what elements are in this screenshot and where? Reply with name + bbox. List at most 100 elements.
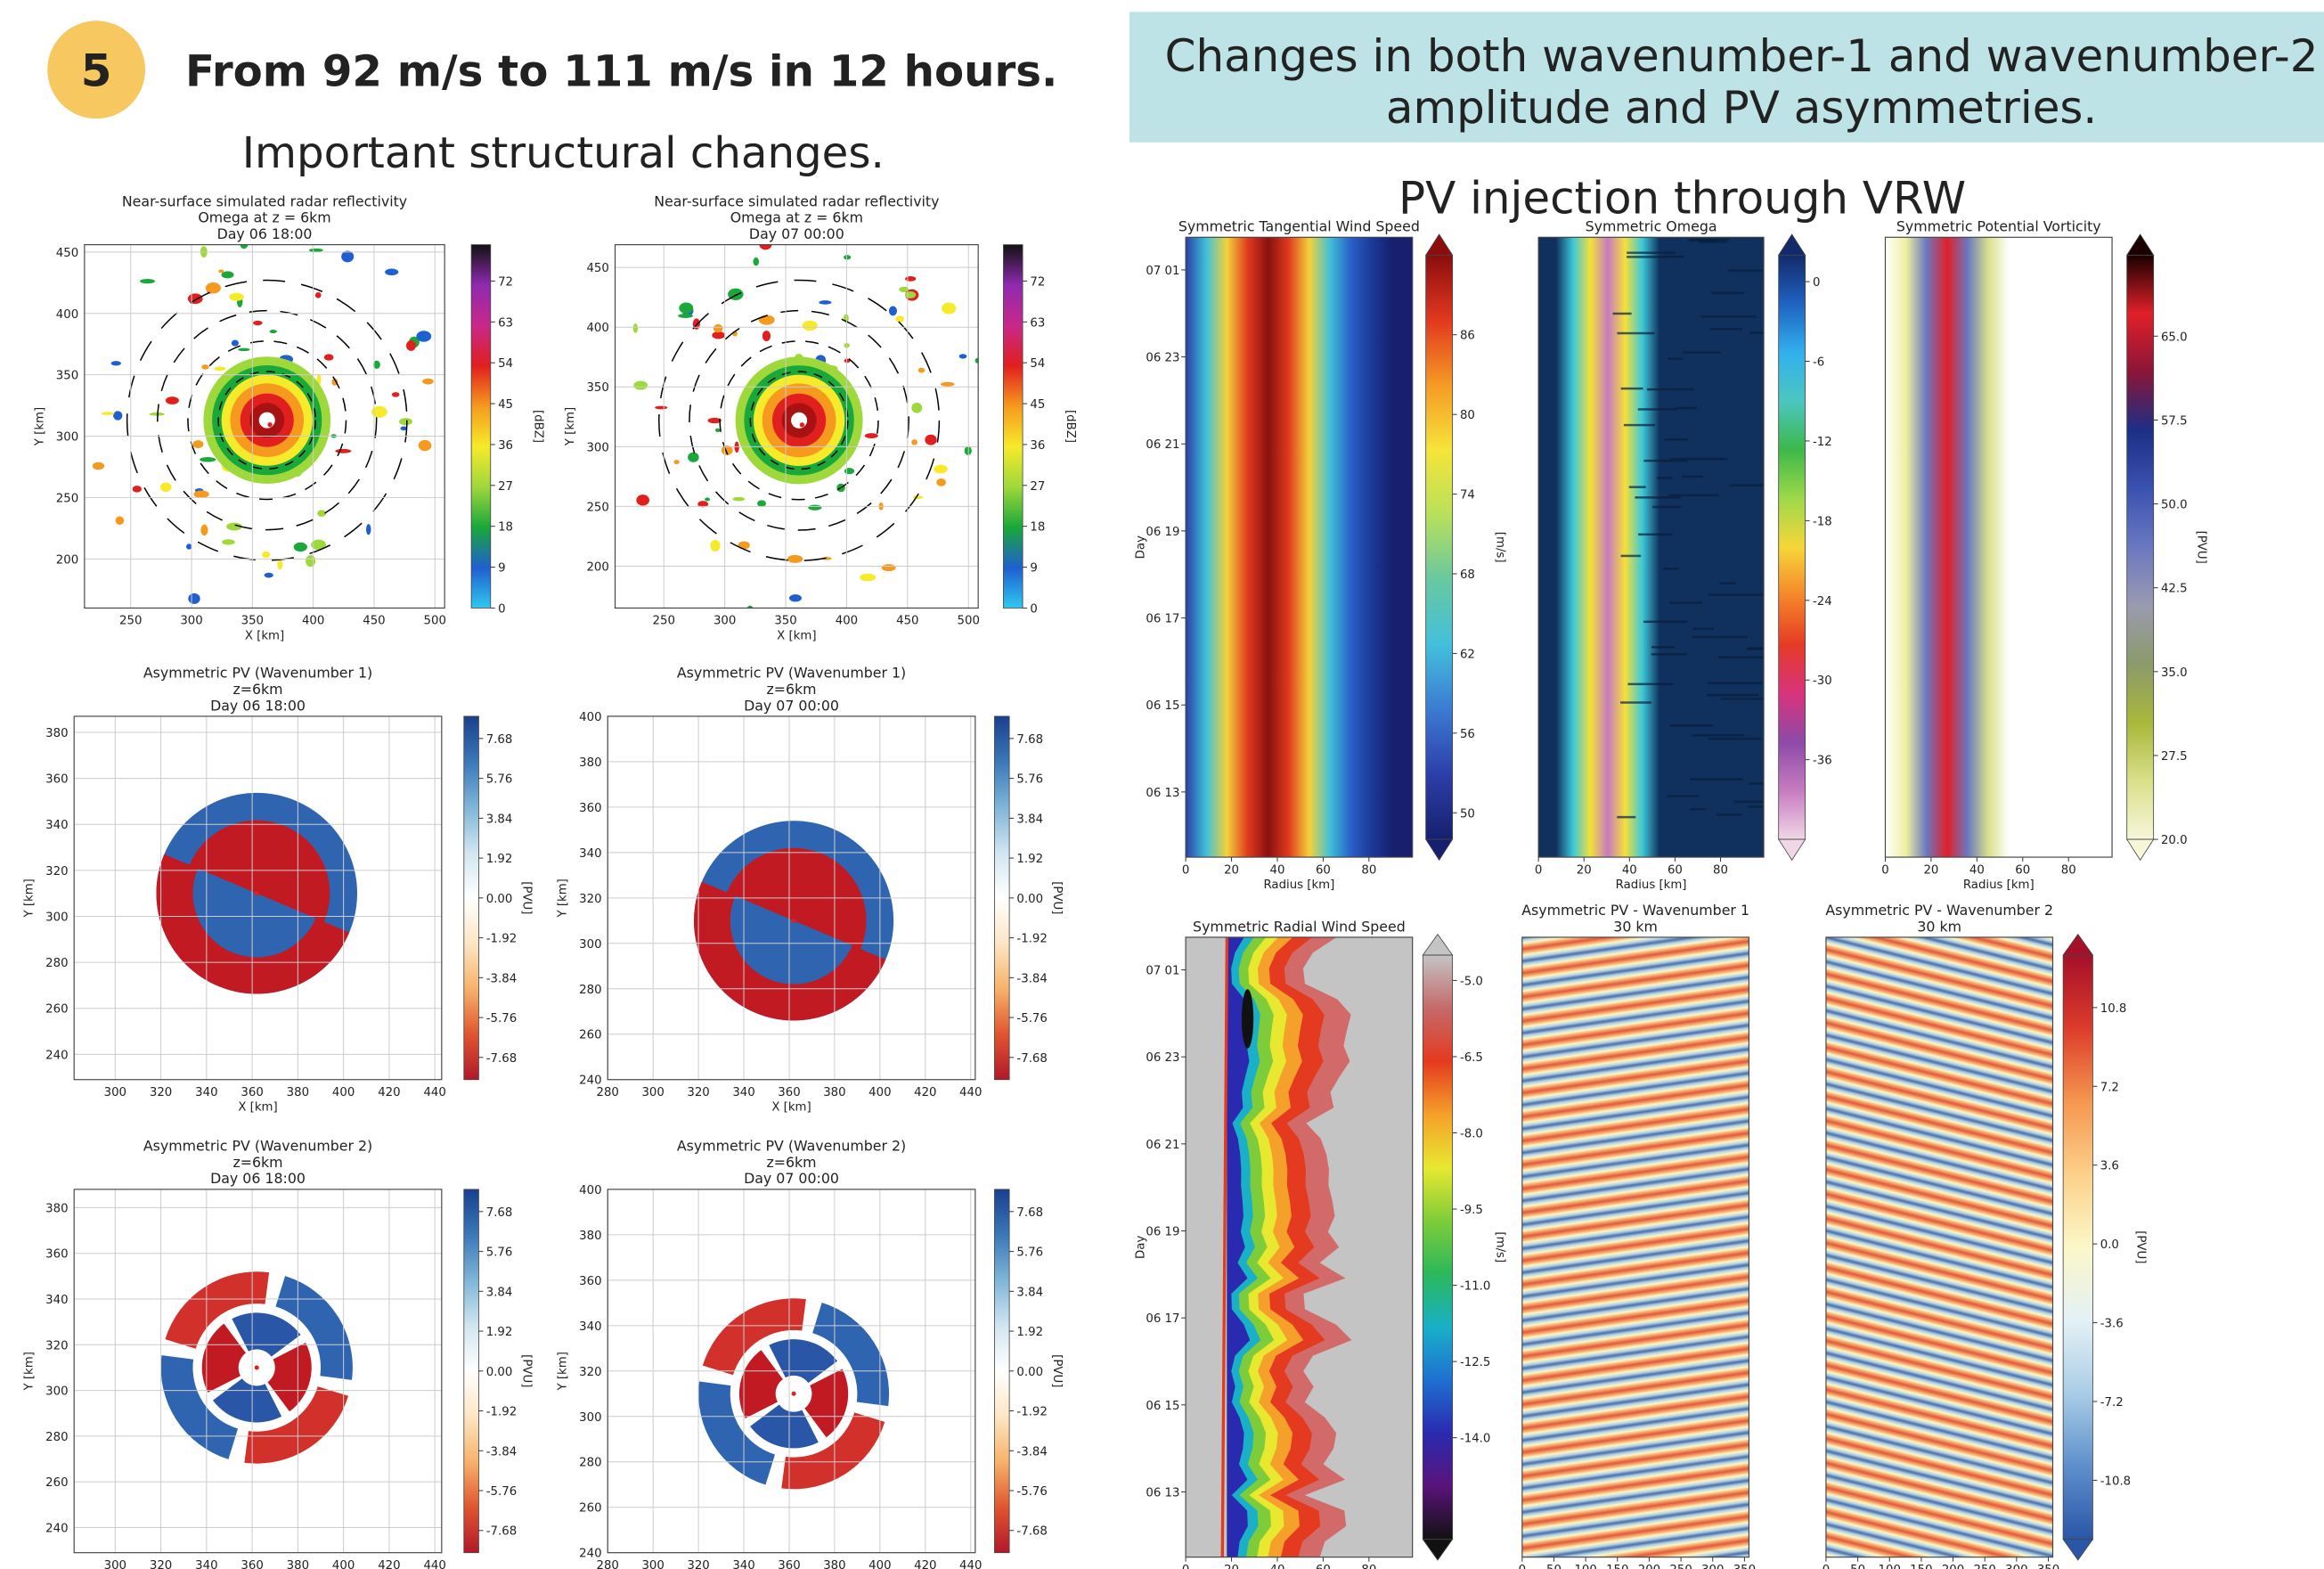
- rain-cell: [844, 358, 851, 364]
- x-tick-label: 0: [1823, 1564, 1830, 1569]
- rain-cell: [201, 364, 209, 370]
- colorbar: [463, 1189, 479, 1554]
- pv-lobe: [781, 1412, 885, 1490]
- pv-lobe: [698, 1381, 775, 1485]
- rain-cell: [115, 516, 125, 526]
- x-tick-label: 340: [732, 1559, 754, 1569]
- y-tick-label: 340: [45, 1294, 68, 1307]
- rain-cell: [132, 486, 142, 493]
- center: [799, 422, 805, 428]
- colorbar-tick-label: -36: [1813, 755, 1832, 768]
- colorbar-tick-label: -5.76: [1016, 1485, 1047, 1499]
- rain-cell: [187, 293, 203, 305]
- colorbar-tick-label: -5.0: [1460, 975, 1483, 988]
- rain-cell: [844, 468, 855, 475]
- x-axis-label: Radius [km]: [1616, 878, 1687, 892]
- rain-cell: [218, 269, 224, 274]
- rain-cell: [715, 428, 721, 432]
- y-tick-label: 320: [45, 1339, 68, 1352]
- y-tick-label: 250: [56, 492, 78, 505]
- panel-title: Omega at z = 6km: [198, 209, 330, 226]
- x-tick-label: 500: [958, 615, 980, 628]
- y-tick-label: 260: [579, 1029, 601, 1042]
- colorbar-tick-label: -7.68: [1016, 1525, 1047, 1539]
- wave-stripes: [1521, 936, 1749, 1557]
- colorbar-tick-label: 27: [1030, 480, 1045, 494]
- rain-cell: [400, 426, 408, 431]
- y-axis-label: Day: [1135, 535, 1148, 559]
- streak: [1627, 682, 1674, 686]
- omega-contour: [658, 279, 941, 561]
- y-tick-label: 200: [56, 553, 78, 567]
- y-tick-label: 06 19: [1146, 526, 1179, 539]
- x-tick-label: 400: [302, 615, 324, 628]
- x-axis-label: Radius [km]: [1963, 878, 2035, 892]
- rain-cell: [732, 496, 746, 502]
- center: [267, 421, 273, 428]
- streak: [1635, 496, 1681, 499]
- x-tick-label: 350: [774, 615, 796, 628]
- rain-cell: [261, 551, 271, 559]
- x-tick-label: 300: [180, 615, 202, 628]
- colorbar-tick-label: -10.8: [2100, 1475, 2131, 1488]
- colorbar-extend: [1777, 838, 1806, 862]
- colorbar-tick-label: 7.68: [1016, 733, 1043, 747]
- colorbar-tick-label: 1.92: [486, 1326, 513, 1339]
- plot-frame: [1825, 936, 2054, 1558]
- colorbar-tick-label: -5.76: [486, 1485, 517, 1499]
- panel-title: z=6km: [232, 1154, 282, 1171]
- rain-cell: [200, 457, 216, 462]
- colorbar-tick-label: -12: [1813, 436, 1832, 449]
- panel-title: Near-surface simulated radar reflectivit…: [122, 192, 407, 209]
- rain-cell: [895, 315, 905, 323]
- streak: [1669, 601, 1703, 604]
- rain-cell: [308, 248, 323, 252]
- colorbar-label: [PVU]: [1050, 1354, 1064, 1387]
- streak: [1692, 635, 1748, 639]
- y-tick-label: 340: [45, 819, 68, 832]
- colorbar-tick-label: 50: [1460, 807, 1475, 821]
- x-axis-label: X [km]: [238, 1101, 277, 1115]
- reflectivity-ring: [791, 412, 808, 429]
- y-tick-label: 300: [45, 911, 68, 924]
- streak: [1710, 291, 1745, 295]
- y-tick-label: 380: [45, 1202, 68, 1215]
- colorbar-tick-label: 9: [1030, 562, 1037, 576]
- rain-cell: [636, 494, 650, 506]
- panel-title: z=6km: [766, 1154, 816, 1171]
- badge: [47, 20, 146, 119]
- panel-title: z=6km: [232, 681, 282, 698]
- panel-title: Day 07 00:00: [744, 697, 839, 714]
- y-tick-label: 280: [579, 1457, 601, 1470]
- x-tick-label: 20: [1923, 863, 1938, 877]
- y-tick-label: 260: [45, 1003, 68, 1017]
- field-band: [1885, 237, 2113, 858]
- rain-cell: [917, 367, 926, 373]
- y-tick-label: 260: [45, 1476, 68, 1490]
- y-axis-label: Y [km]: [23, 878, 37, 918]
- badge-number: 5: [81, 45, 112, 97]
- colorbar-tick-label: -3.84: [1016, 1445, 1047, 1459]
- colorbar-tick-label: -3.6: [2100, 1318, 2124, 1331]
- colorbar-tick-label: 9: [498, 562, 505, 576]
- rain-cell: [940, 381, 955, 387]
- streak: [1690, 778, 1743, 780]
- colorbar-tick-label: 1.92: [486, 853, 513, 866]
- pv-lobe: [232, 1312, 301, 1357]
- pv-lobe: [738, 1350, 783, 1419]
- streak: [1669, 724, 1714, 727]
- rain-cell: [673, 460, 680, 465]
- y-tick-label: 400: [56, 308, 78, 322]
- x-tick-label: 420: [378, 1559, 400, 1569]
- pv-lobe: [160, 1355, 239, 1459]
- pv-lobe: [275, 1276, 353, 1380]
- colorbar-extend: [2062, 1539, 2094, 1561]
- y-tick-label: 300: [586, 441, 608, 454]
- y-tick-label: 06 17: [1146, 1312, 1179, 1326]
- streak: [1692, 733, 1745, 737]
- colorbar: [470, 244, 492, 609]
- rain-cell: [149, 412, 165, 416]
- colorbar-tick-label: 68: [1460, 568, 1475, 582]
- peak: [1241, 989, 1254, 1049]
- streak: [1708, 593, 1765, 596]
